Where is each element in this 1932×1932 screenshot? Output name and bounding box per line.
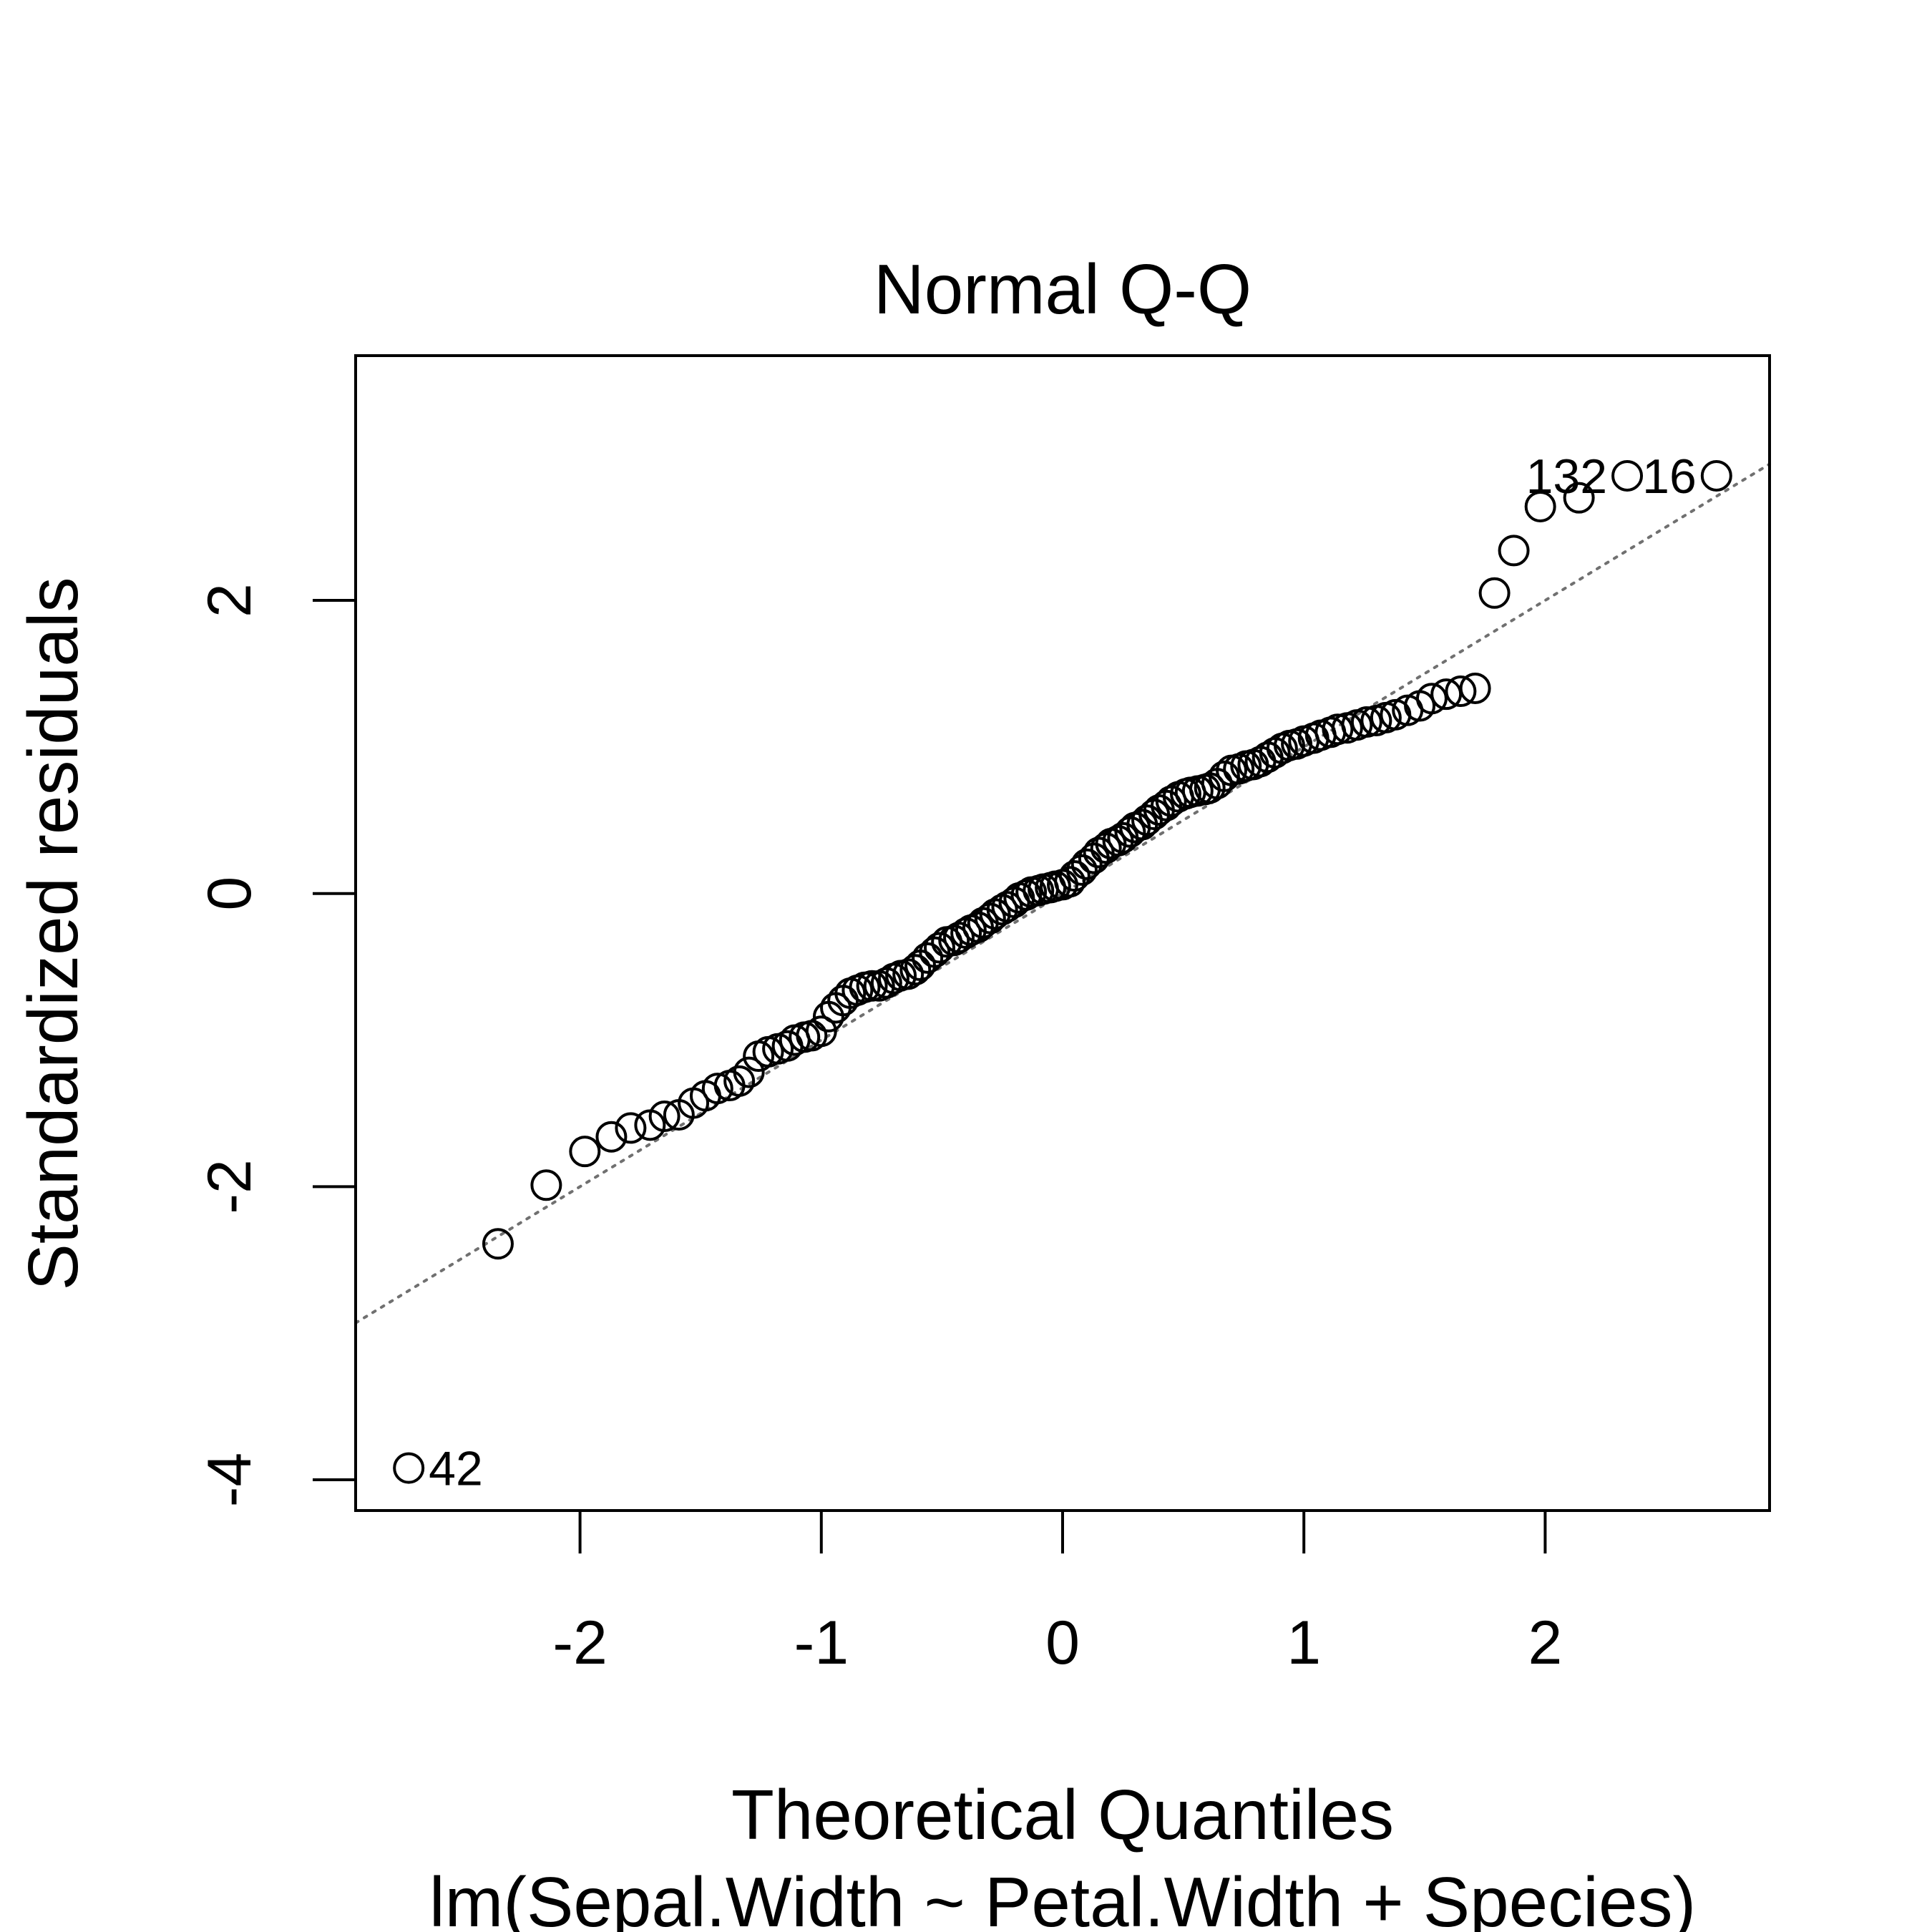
data-point: [1498, 535, 1530, 567]
data-point: [1155, 785, 1187, 817]
data-point: [1524, 490, 1556, 522]
data-point: [1208, 760, 1240, 792]
x-tick-label: 1: [1287, 1609, 1321, 1677]
y-tick-label: -4: [195, 1453, 264, 1507]
data-point: [1611, 459, 1644, 492]
data-point: [1700, 459, 1732, 492]
data-point: [899, 954, 932, 986]
x-axis: -2 -1 0 1 2: [552, 1509, 1562, 1677]
data-point: [595, 1121, 628, 1153]
data-point: [1445, 675, 1477, 708]
data-point: [919, 936, 951, 968]
x-tick-label: 2: [1528, 1609, 1562, 1677]
y-axis-title: Standardized residuals: [14, 577, 92, 1291]
data-point: [723, 1065, 756, 1097]
data-point: [912, 942, 944, 974]
data-point: [856, 970, 888, 1002]
data-point: [870, 967, 902, 999]
x-tick-label: -1: [794, 1609, 849, 1677]
chart-title: Normal Q-Q: [874, 250, 1252, 328]
data-point: [1058, 860, 1091, 892]
data-point: [648, 1101, 680, 1133]
data-point: [1054, 866, 1086, 898]
data-point: [615, 1112, 647, 1144]
data-point: [1259, 737, 1291, 769]
point-labels-layer: 42 132 16: [429, 449, 1697, 1496]
data-point: [530, 1169, 562, 1201]
data-point: [805, 1015, 837, 1048]
y-tick-label: 0: [195, 877, 264, 911]
x-axis-title: Theoretical Quantiles: [731, 1775, 1394, 1854]
data-point: [1459, 672, 1491, 704]
point-label: 16: [1642, 449, 1697, 504]
points-layer: [393, 459, 1732, 1484]
point-label: 42: [429, 1442, 483, 1496]
chart-subtitle: lm(Sepal.Width ~ Petal.Width + Species): [429, 1863, 1696, 1932]
data-point: [569, 1136, 601, 1168]
y-axis: -4 -2 0 2: [195, 583, 357, 1507]
data-point: [482, 1228, 514, 1260]
x-tick-label: 0: [1045, 1609, 1080, 1677]
data-point: [1415, 683, 1448, 715]
data-point: [924, 932, 956, 964]
data-point: [1478, 577, 1511, 609]
y-tick-label: -2: [195, 1159, 264, 1214]
point-label: 132: [1526, 449, 1607, 504]
data-point: [701, 1073, 733, 1105]
data-point: [1563, 482, 1595, 514]
data-point: [733, 1056, 765, 1088]
data-point: [1065, 854, 1098, 886]
x-tick-label: -2: [552, 1609, 607, 1677]
data-point: [393, 1452, 425, 1484]
data-point: [1350, 706, 1382, 738]
data-point: [1070, 848, 1103, 880]
data-point: [1430, 678, 1463, 711]
data-point: [1322, 713, 1354, 746]
y-tick-label: 2: [195, 583, 264, 618]
